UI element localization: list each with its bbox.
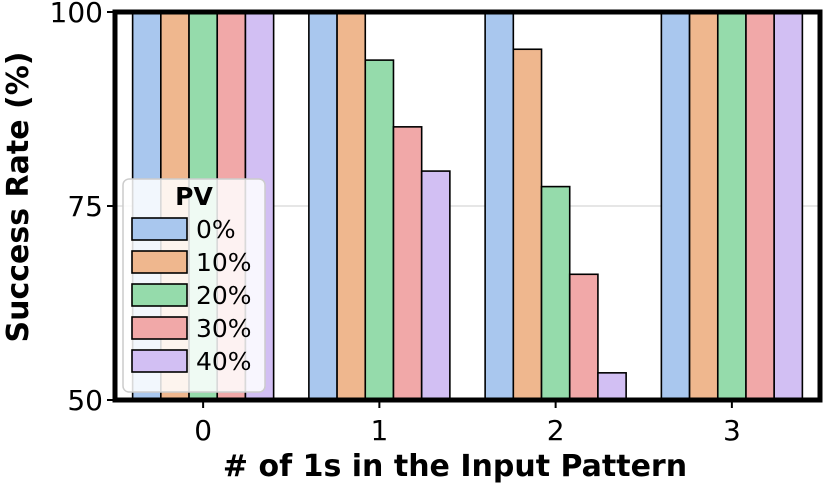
legend-swatch — [131, 349, 188, 373]
bar — [597, 372, 627, 401]
y-axis-label: Success Rate (%) — [1, 52, 36, 343]
bar — [512, 48, 543, 401]
x-tick-label: 2 — [547, 414, 565, 447]
y-tick-label: 50 — [67, 384, 103, 417]
bar — [745, 11, 775, 401]
legend-title: PV — [175, 182, 213, 211]
y-tick-label: 100 — [50, 0, 103, 29]
bar — [392, 126, 423, 401]
x-tick-label: 0 — [194, 414, 212, 447]
bar — [716, 11, 747, 401]
legend-swatch — [131, 316, 188, 340]
bar — [484, 11, 515, 401]
y-tick-label: 75 — [67, 190, 103, 223]
axis-ticks: 50 75 100 0 1 2 3 — [50, 0, 741, 447]
legend-entries: 0% 10% 20% 30% 40% — [131, 215, 252, 376]
legend: PV 0% 10% 20% 30% 40% — [122, 178, 266, 393]
x-tick-label: 1 — [370, 414, 388, 447]
bar — [773, 11, 804, 401]
bar — [336, 11, 367, 401]
legend-label: 10% — [196, 248, 252, 277]
legend-label: 20% — [196, 281, 252, 310]
bar — [660, 11, 691, 401]
x-axis-label: # of 1s in the Input Pattern — [223, 449, 687, 484]
bar — [540, 185, 571, 401]
legend-label: 30% — [196, 314, 252, 343]
x-tick-label: 3 — [723, 414, 741, 447]
bar — [308, 11, 338, 401]
legend-swatch — [131, 250, 188, 274]
bar — [568, 273, 599, 401]
legend-label: 40% — [196, 347, 252, 376]
legend-label: 0% — [196, 215, 236, 244]
bar — [688, 11, 719, 401]
bar — [364, 59, 395, 401]
bar — [420, 170, 451, 401]
legend-swatch — [131, 217, 188, 241]
legend-swatch — [131, 283, 188, 307]
